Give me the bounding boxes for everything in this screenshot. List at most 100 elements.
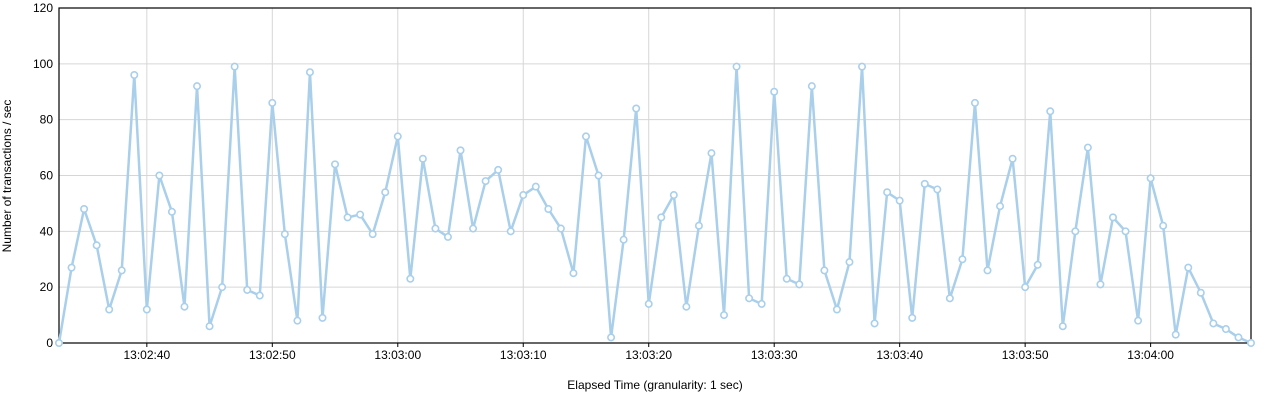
data-point (1221, 325, 1230, 334)
data-point (54, 338, 63, 347)
data-point (883, 188, 892, 197)
data-point (368, 230, 377, 239)
data-point (1046, 107, 1055, 116)
y-tick-label: 20 (40, 280, 54, 294)
x-tick-label: 13:02:40 (123, 348, 170, 362)
data-point (720, 311, 729, 320)
data-point (130, 71, 139, 80)
data-point (1108, 213, 1117, 222)
data-point (1146, 174, 1155, 183)
x-tick-label: 13:03:30 (751, 348, 798, 362)
grid-layer (59, 7, 1251, 344)
data-point (970, 98, 979, 107)
data-point (707, 149, 716, 158)
plot-frame (58, 7, 1252, 344)
data-point (280, 230, 289, 239)
data-point (581, 132, 590, 141)
series-layer (54, 62, 1256, 347)
data-point (180, 302, 189, 311)
data-point (1134, 316, 1143, 325)
x-tick-label: 13:03:40 (876, 348, 923, 362)
data-point (933, 185, 942, 194)
data-point (393, 132, 402, 141)
data-point (920, 179, 929, 188)
data-point (1234, 333, 1243, 342)
data-point (80, 205, 89, 214)
data-point (67, 263, 76, 272)
y-tick-label: 80 (40, 113, 54, 127)
series-line (57, 65, 1252, 345)
data-point (983, 266, 992, 275)
data-point (1021, 283, 1030, 292)
data-point (1196, 288, 1205, 297)
data-point (807, 82, 816, 91)
data-point (1121, 227, 1130, 236)
y-tick-label: 100 (33, 57, 53, 71)
x-axis-title: Elapsed Time (granularity: 1 sec) (567, 378, 742, 392)
data-point (895, 196, 904, 205)
data-point (1008, 154, 1017, 163)
data-point (1159, 221, 1168, 230)
data-point (1247, 338, 1256, 347)
data-point (381, 188, 390, 197)
data-point (293, 316, 302, 325)
data-point (443, 232, 452, 241)
data-point (193, 82, 202, 91)
data-point (669, 191, 678, 200)
data-point (732, 62, 741, 71)
data-point (1171, 330, 1180, 339)
data-point (255, 291, 264, 300)
data-point (1058, 322, 1067, 331)
data-point (594, 171, 603, 180)
y-tick-label: 40 (40, 224, 54, 238)
data-point (1184, 263, 1193, 272)
x-tick-label: 13:03:50 (1002, 348, 1049, 362)
data-point (544, 205, 553, 214)
data-point (556, 224, 565, 233)
data-point (782, 274, 791, 283)
data-point (243, 285, 252, 294)
data-point (945, 294, 954, 303)
data-point (92, 241, 101, 250)
x-tick-label: 13:04:00 (1127, 348, 1174, 362)
data-point (1033, 260, 1042, 269)
data-point (657, 213, 666, 222)
data-point (770, 87, 779, 96)
x-tick-label: 13:03:20 (625, 348, 672, 362)
data-point (105, 305, 114, 314)
data-point (519, 191, 528, 200)
data-point (569, 269, 578, 278)
data-point (218, 283, 227, 292)
data-point (431, 224, 440, 233)
data-point (820, 266, 829, 275)
data-point (845, 258, 854, 267)
data-point (694, 221, 703, 230)
data-point (832, 305, 841, 314)
data-point (356, 210, 365, 219)
x-tick-label: 13:02:50 (249, 348, 296, 362)
data-point (456, 146, 465, 155)
data-point (958, 255, 967, 264)
data-point (619, 235, 628, 244)
y-tick-label: 0 (46, 336, 53, 350)
data-point (870, 319, 879, 328)
data-point (418, 154, 427, 163)
data-point (757, 299, 766, 308)
data-point (343, 213, 352, 222)
data-point (167, 207, 176, 216)
data-point (305, 68, 314, 77)
data-point (268, 98, 277, 107)
data-point (406, 274, 415, 283)
x-tick-label: 13:03:00 (374, 348, 421, 362)
data-point (205, 322, 214, 331)
data-point (331, 160, 340, 169)
data-point (494, 165, 503, 174)
data-point (318, 313, 327, 322)
data-point (908, 313, 917, 322)
data-point (142, 305, 151, 314)
axis-layer: 0 20 40 60 80 100 120 13:02:40 13:02:50 13:03:00 1… (33, 1, 1252, 362)
y-tick-label: 120 (33, 1, 53, 15)
data-point (469, 224, 478, 233)
data-point (632, 104, 641, 113)
